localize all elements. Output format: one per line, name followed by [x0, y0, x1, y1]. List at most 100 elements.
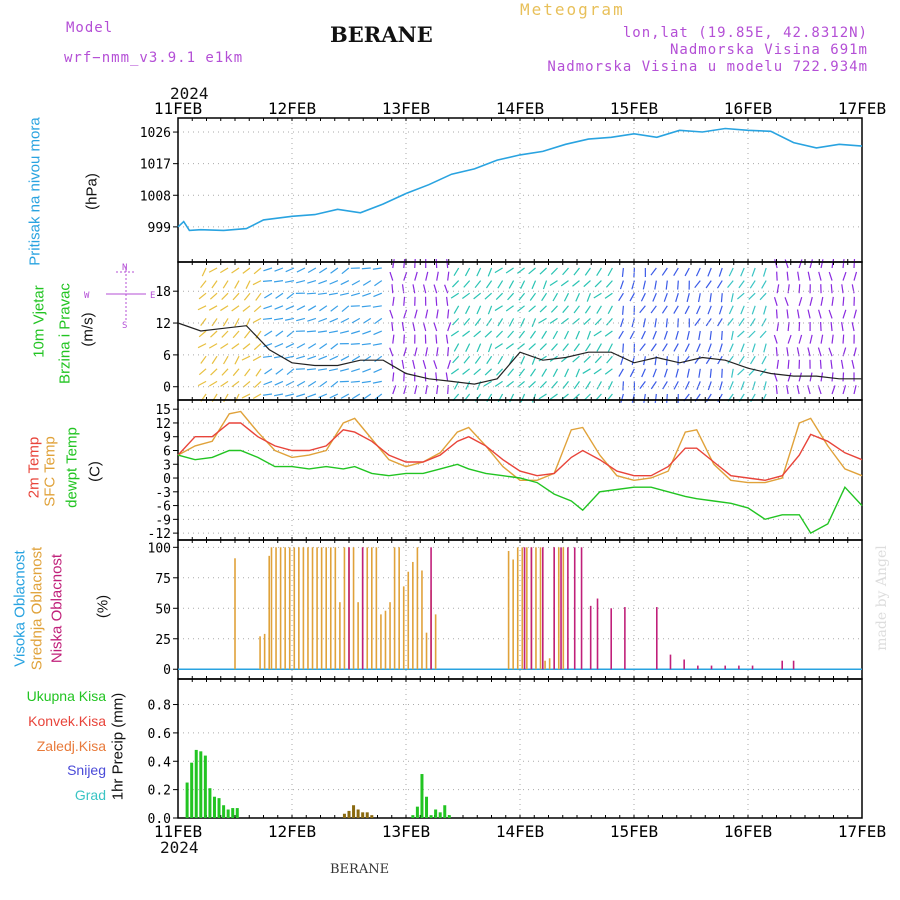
wind-barb: [550, 305, 558, 313]
precip-bar: [415, 806, 419, 818]
x-tick-label-bottom: 12FEB: [268, 822, 316, 841]
wind-barb: [329, 393, 339, 399]
precip-bar: [447, 815, 451, 818]
wind-barb: [786, 385, 789, 395]
wind-barb: [242, 305, 251, 312]
precip-bar: [365, 812, 369, 818]
wind-barb: [831, 259, 835, 269]
wind-barb: [274, 267, 284, 272]
wind-barb: [675, 330, 679, 340]
wind-barb: [446, 258, 449, 269]
y-tick-label: 0.6: [148, 727, 171, 742]
wind-barb: [507, 368, 515, 377]
compass-east: E: [150, 291, 155, 301]
wind-barb: [787, 334, 792, 344]
wind-barb: [596, 343, 602, 352]
wind-barb: [200, 318, 207, 326]
wind-barb: [563, 292, 570, 302]
wind-barb: [255, 330, 262, 339]
wind-barb: [518, 330, 526, 339]
wind-barb: [474, 280, 482, 289]
wind-barb: [330, 343, 339, 350]
wind-barb: [412, 359, 416, 369]
wind-barb: [562, 267, 569, 276]
wind-barb: [463, 355, 471, 364]
wind-barb: [285, 380, 295, 387]
wind-barb: [284, 280, 295, 283]
wind-barb: [340, 393, 350, 399]
wind-barb: [572, 393, 580, 401]
wind-barb: [820, 334, 824, 344]
wind-barb: [787, 372, 792, 382]
wind-barb: [721, 330, 723, 341]
y-tick-label: 15: [155, 403, 171, 418]
wind-barb: [584, 305, 591, 314]
precip-bar: [425, 796, 429, 818]
wind-barb: [729, 381, 734, 390]
wind-barb: [220, 343, 229, 350]
wind-barb: [340, 355, 350, 361]
wind-barb: [473, 330, 482, 338]
wind-barb: [775, 384, 778, 395]
precip-bar: [438, 812, 442, 818]
wind-barb: [787, 321, 790, 332]
wind-barb: [594, 355, 602, 364]
wind-barb: [362, 280, 372, 286]
wind-barb: [705, 318, 712, 327]
wind-barb: [650, 343, 657, 352]
wind-barb: [684, 267, 690, 277]
wind-barb: [763, 305, 767, 315]
wind-barb: [198, 330, 207, 338]
precip-bar: [429, 815, 433, 818]
wind-barb: [774, 259, 778, 269]
wind-barb: [528, 343, 536, 351]
wind-barb: [842, 258, 845, 269]
y-tick-label: 75: [155, 572, 171, 587]
wind-barb: [520, 280, 526, 289]
wind-barb: [447, 309, 450, 319]
wind-barb: [585, 343, 591, 352]
wind-barb: [391, 284, 394, 294]
wind-barb: [696, 305, 701, 315]
wind-barb: [391, 359, 394, 369]
wind-barb: [445, 296, 449, 306]
wind-barb: [749, 318, 756, 327]
y-tick-label: 9: [163, 431, 171, 446]
wind-barb: [318, 355, 328, 361]
wind-barb: [241, 393, 251, 399]
wind-barb: [841, 322, 844, 332]
precip-bar: [226, 809, 230, 818]
wind-barb: [604, 292, 613, 299]
y-tick-label: 6: [163, 444, 171, 459]
wind-barb: [465, 381, 471, 390]
wind-barb: [705, 280, 712, 289]
wind-barb: [436, 347, 439, 357]
wind-barb: [362, 317, 372, 324]
wind-barb: [241, 355, 251, 361]
wind-barb: [549, 280, 558, 287]
wind-barb: [707, 267, 712, 277]
wind-barb: [201, 267, 207, 277]
wind-barb: [494, 380, 503, 387]
wind-barb: [473, 368, 482, 376]
wind-barb: [296, 393, 306, 398]
wind-barb: [562, 381, 569, 389]
wind-barb: [296, 280, 306, 284]
wind-barb: [453, 267, 460, 277]
wind-barb: [583, 280, 591, 288]
wind-barb: [853, 347, 857, 357]
model-elevation-label: Nadmorska Visina u modelu 722.934m: [547, 59, 868, 75]
wind-barb: [232, 330, 240, 339]
wind-barb: [596, 267, 602, 276]
wind-barb: [594, 280, 602, 288]
wind-barb: [264, 292, 273, 299]
wind-barb: [686, 293, 690, 303]
wind-barb: [209, 380, 218, 387]
y-tick-label: 25: [155, 633, 171, 648]
precip-bar: [434, 809, 438, 818]
wind-barb: [401, 359, 405, 369]
wind-barb: [517, 267, 525, 274]
wind-barb: [761, 355, 767, 365]
wind-barb: [372, 343, 382, 346]
wind-barb: [853, 271, 858, 281]
